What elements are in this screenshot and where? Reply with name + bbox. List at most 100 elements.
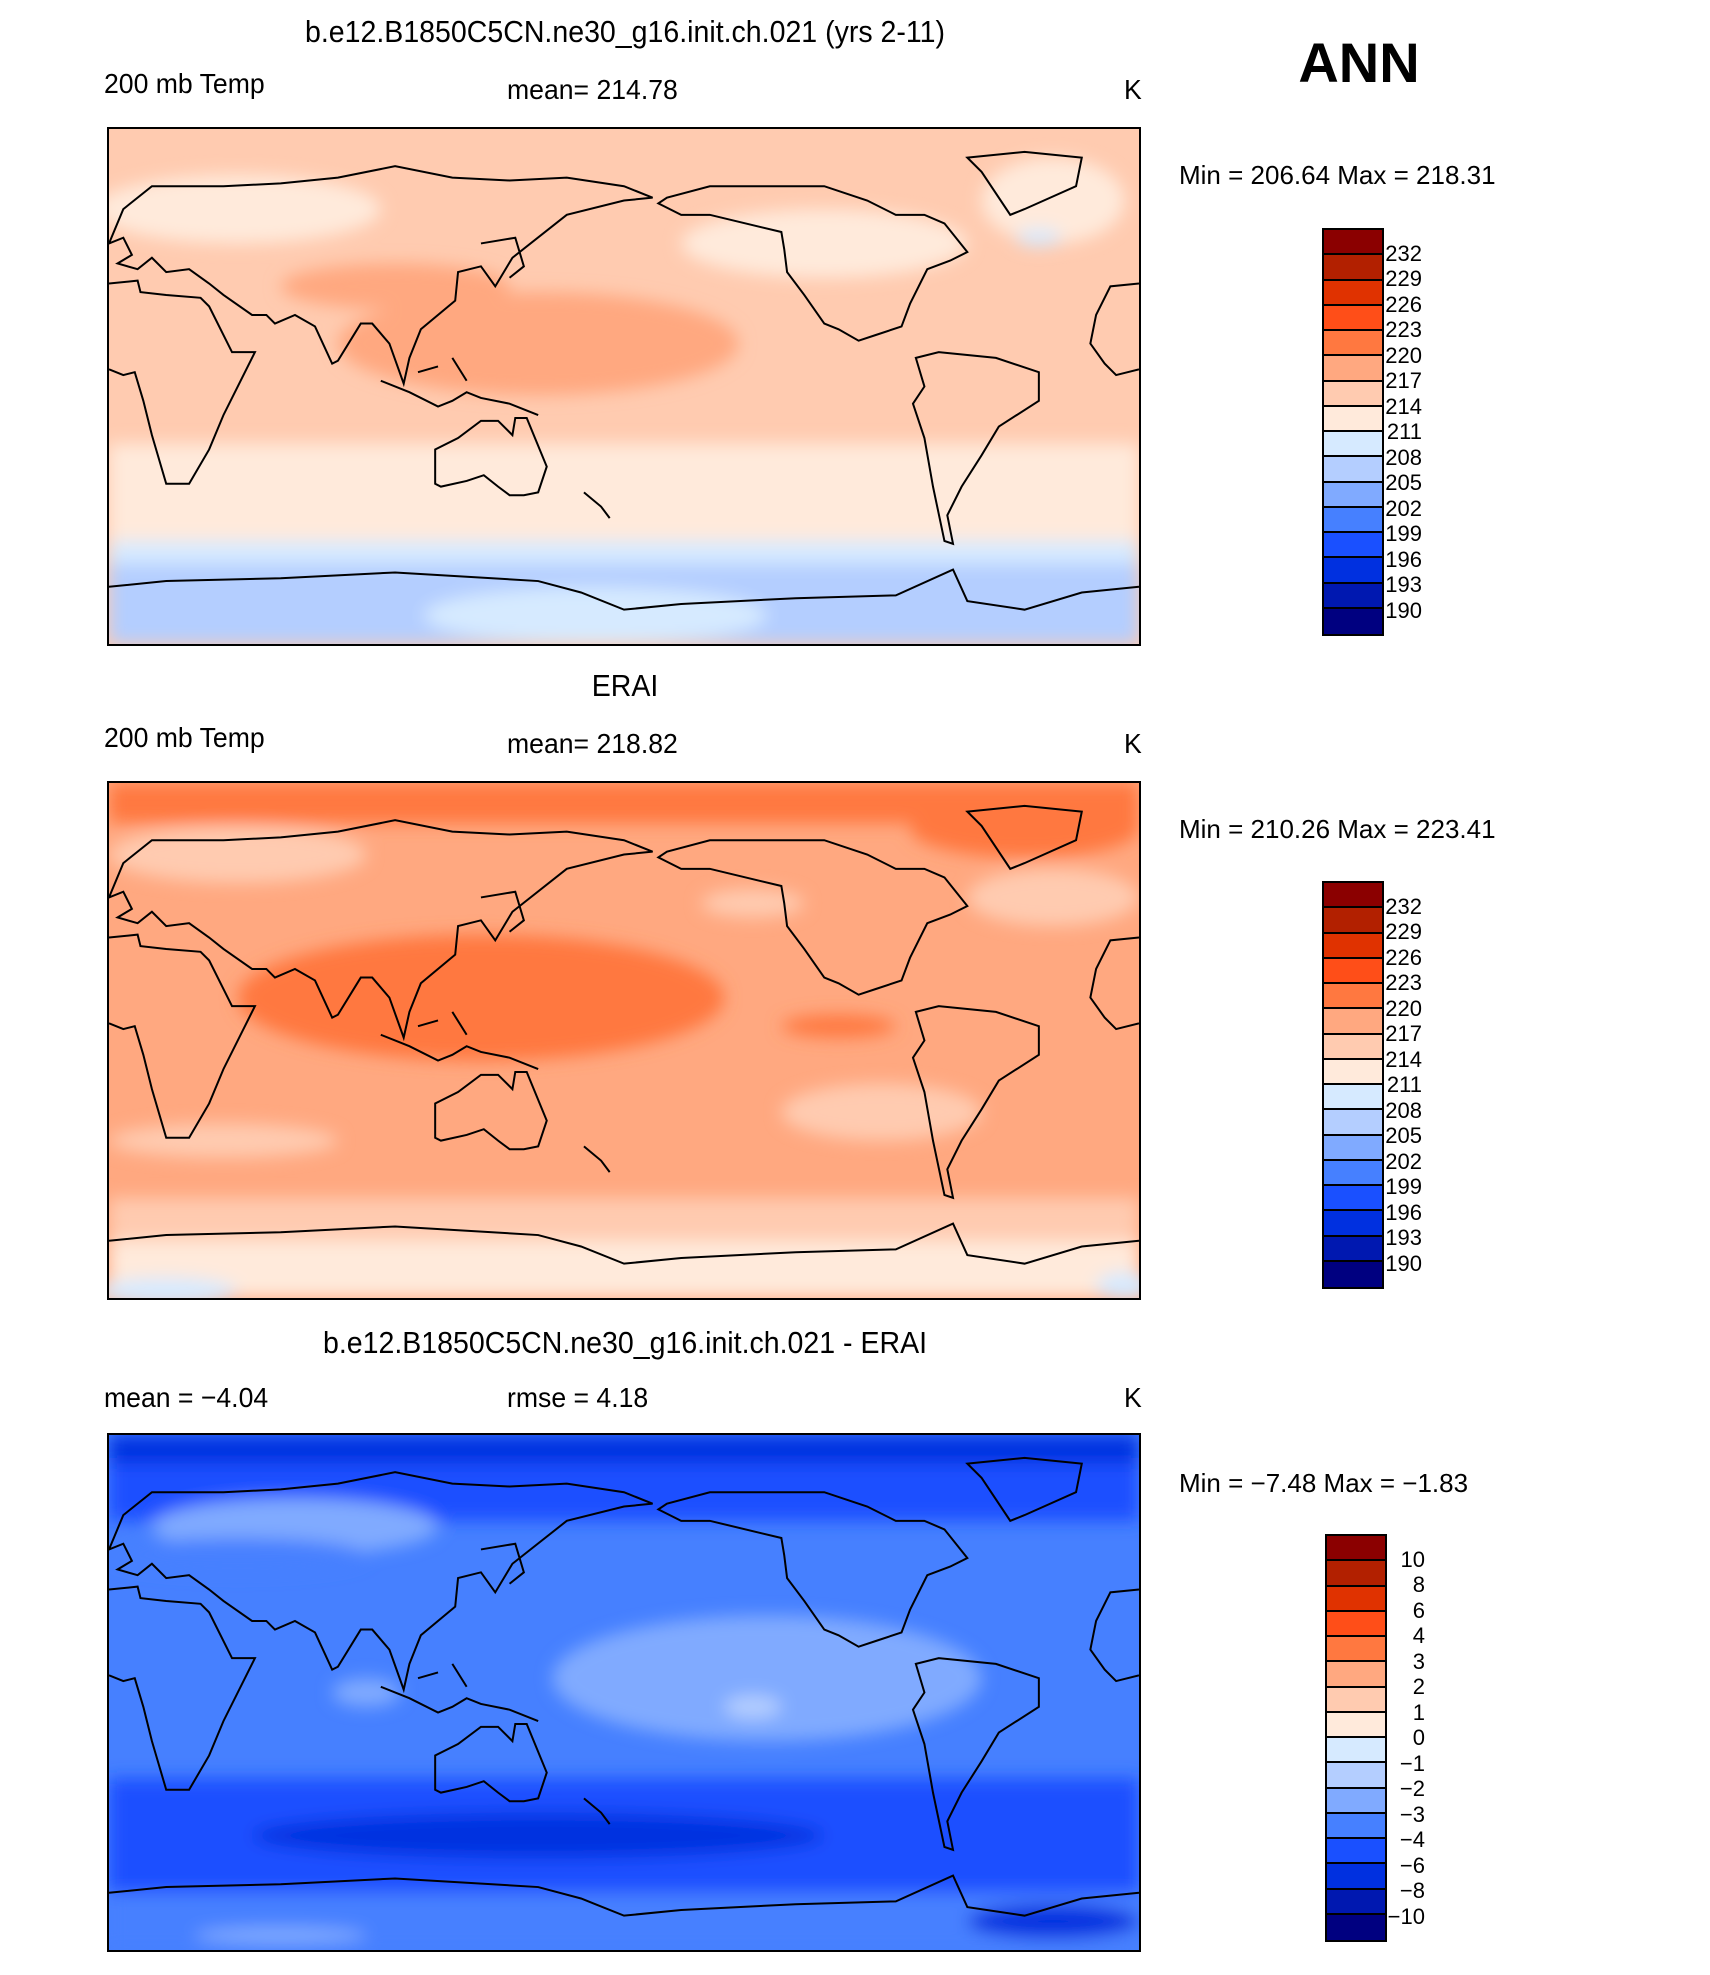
colorbar-swatch (1327, 1839, 1385, 1865)
colorbar-swatch (1327, 1662, 1385, 1688)
colorbar-swatch (1324, 933, 1382, 959)
panel3-mean: mean = −4.04 (104, 1382, 269, 1413)
colorbar-label: 6 (1412, 1597, 1425, 1623)
colorbar-swatch (1327, 1763, 1385, 1789)
colorbar-swatch (1324, 507, 1382, 533)
colorbar-label: 205 (1385, 470, 1422, 495)
colorbar-swatch (1327, 1637, 1385, 1663)
colorbar-label: −4 (1399, 1827, 1425, 1852)
colorbar-swatch (1324, 984, 1382, 1010)
colorbar-swatch (1327, 1611, 1385, 1637)
colorbar-swatch (1324, 583, 1382, 609)
colorbar-swatch (1324, 908, 1382, 934)
colorbar-label: 1 (1412, 1699, 1425, 1725)
colorbar-swatch (1324, 331, 1382, 357)
colorbar-swatch (1324, 1135, 1382, 1161)
colorbar-swatch (1324, 381, 1382, 407)
colorbar-label: 214 (1385, 1046, 1422, 1072)
colorbar-swatch (1327, 1889, 1385, 1915)
panel3-title: b.e12.B1850C5CN.ne30_g16.init.ch.021 - E… (322, 1325, 928, 1360)
colorbar-label: 211 (1386, 419, 1422, 444)
colorbar-swatch (1327, 1914, 1385, 1940)
panel2-mean: mean= 218.82 (507, 728, 678, 759)
colorbar-label: 205 (1385, 1123, 1422, 1148)
colorbar-swatch (1327, 1738, 1385, 1764)
colorbar-label: 10 (1400, 1546, 1425, 1572)
colorbar-swatch (1324, 1034, 1382, 1060)
colorbar-label: 223 (1385, 317, 1422, 342)
panel1-title: b.e12.B1850C5CN.ne30_g16.init.ch.021 (yr… (305, 14, 945, 49)
colorbar-label: 226 (1385, 944, 1422, 970)
panel2-title: ERAI (591, 668, 659, 703)
colorbar-label: 202 (1385, 1148, 1422, 1174)
colorbar-swatch (1324, 1261, 1382, 1287)
panel1-map (107, 127, 1141, 646)
panel3-minmax: Min = −7.48 Max = −1.83 (1179, 1468, 1469, 1498)
colorbar-label: −8 (1399, 1878, 1425, 1903)
colorbar-swatch (1324, 608, 1382, 634)
colorbar-label: 3 (1412, 1648, 1425, 1674)
colorbar-swatch (1324, 1085, 1382, 1111)
colorbar-swatch (1324, 1059, 1382, 1085)
colorbar-label: 190 (1385, 1250, 1422, 1276)
colorbar-swatch (1324, 255, 1382, 281)
colorbar-swatch (1324, 533, 1382, 559)
colorbar-label: 0 (1412, 1725, 1425, 1750)
colorbar-label: 193 (1385, 1225, 1422, 1250)
panel1-minmax: Min = 206.64 Max = 218.31 (1179, 160, 1496, 190)
colorbar-label: 208 (1385, 1097, 1422, 1123)
colorbar-label: 226 (1385, 291, 1422, 317)
colorbar-label: 229 (1385, 919, 1422, 944)
panel1-mean: mean= 214.78 (507, 74, 678, 105)
colorbar-swatch (1324, 1186, 1382, 1212)
colorbar-swatch (1324, 280, 1382, 306)
colorbar-label: 8 (1412, 1572, 1425, 1597)
colorbar-swatch (1324, 1160, 1382, 1186)
panel1-colorbar (1322, 228, 1384, 636)
colorbar-swatch (1324, 482, 1382, 508)
panel1-variable: 200 mb Temp (104, 68, 265, 99)
colorbar-label: 190 (1385, 597, 1422, 623)
colorbar-label: 196 (1385, 1199, 1422, 1225)
colorbar-swatch (1324, 1211, 1382, 1237)
colorbar-label: 202 (1385, 495, 1422, 521)
panel3-map (107, 1433, 1141, 1952)
colorbar-swatch (1324, 1009, 1382, 1035)
panel3-units: K (1124, 1382, 1142, 1413)
colorbar-label: −3 (1399, 1801, 1425, 1827)
panel2-units: K (1124, 728, 1142, 759)
colorbar-swatch (1324, 1236, 1382, 1262)
colorbar-swatch (1327, 1813, 1385, 1839)
colorbar-label: 229 (1385, 266, 1422, 291)
panel2-minmax: Min = 210.26 Max = 223.41 (1179, 814, 1496, 844)
colorbar-label: −2 (1399, 1776, 1425, 1801)
season-label: ANN (1298, 31, 1420, 94)
panel1-units: K (1124, 74, 1142, 105)
colorbar-label: 2 (1412, 1674, 1425, 1699)
colorbar-swatch (1327, 1536, 1385, 1562)
colorbar-swatch (1327, 1561, 1385, 1587)
colorbar-label: 217 (1385, 368, 1422, 393)
colorbar-label: −10 (1387, 1903, 1425, 1929)
colorbar-label: 4 (1412, 1623, 1425, 1648)
panel2-variable: 200 mb Temp (104, 722, 265, 753)
colorbar-swatch (1324, 1110, 1382, 1136)
colorbar-label: 211 (1386, 1072, 1422, 1097)
colorbar-swatch (1324, 406, 1382, 432)
colorbar-label: 232 (1385, 893, 1422, 919)
colorbar-swatch (1324, 305, 1382, 331)
colorbar-swatch (1324, 558, 1382, 584)
colorbar-swatch (1327, 1586, 1385, 1612)
colorbar-label: 217 (1385, 1021, 1422, 1046)
panel3-colorbar (1325, 1534, 1387, 1942)
colorbar-label: 220 (1385, 995, 1422, 1021)
colorbar-label: 208 (1385, 444, 1422, 470)
colorbar-swatch (1327, 1687, 1385, 1713)
colorbar-label: 220 (1385, 342, 1422, 368)
panel2-colorbar (1322, 881, 1384, 1289)
colorbar-label: 223 (1385, 970, 1422, 995)
colorbar-swatch (1324, 356, 1382, 382)
colorbar-swatch (1324, 883, 1382, 909)
colorbar-label: 199 (1385, 1174, 1422, 1199)
